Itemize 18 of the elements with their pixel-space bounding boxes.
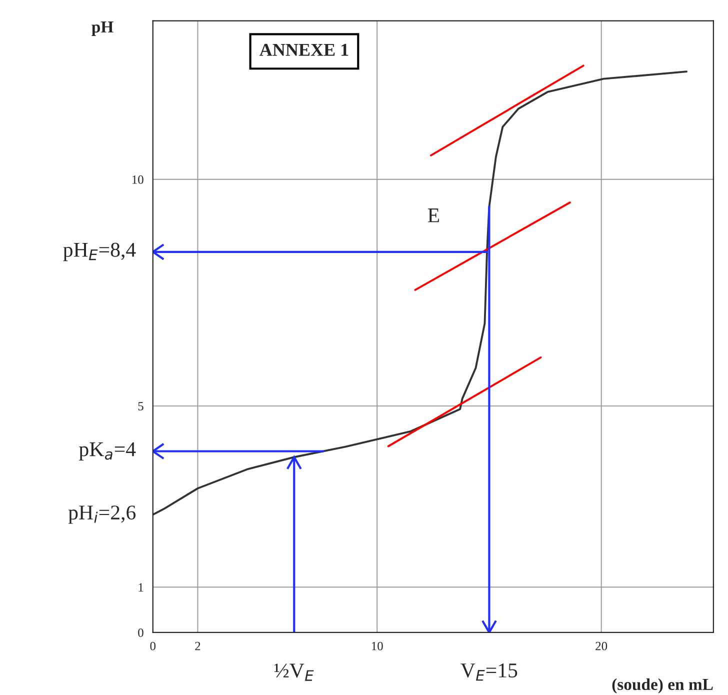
annotation: pH$_{i}$=2,6 (68, 506, 136, 524)
y-axis-title: pH (92, 22, 114, 36)
x-tick-label: 0 (150, 642, 156, 650)
x-tick-label: 10 (372, 642, 383, 650)
annotation: E (428, 208, 439, 222)
ref-line-label: V$_{E}$=15 (460, 664, 518, 681)
text: ANNEXE 1 (260, 44, 348, 56)
y-tick-label: 10 (132, 175, 144, 184)
x-tick-label: 20 (596, 642, 608, 650)
x-axis-title: (soude) en mL (612, 678, 713, 694)
y-tick-label: 5 (138, 402, 144, 410)
ref-line-label: ½V$_{E}$ (274, 664, 314, 681)
x-tick-label: 2 (195, 642, 200, 650)
y-tick-label: 0 (138, 628, 144, 637)
y-tick-label: 1 (138, 583, 144, 592)
line-series (152, 70, 688, 516)
ref-line-label: pK$_{a}$=4 (79, 442, 136, 460)
ref-line-label: pH$_{E}$=8,4 (63, 242, 136, 262)
